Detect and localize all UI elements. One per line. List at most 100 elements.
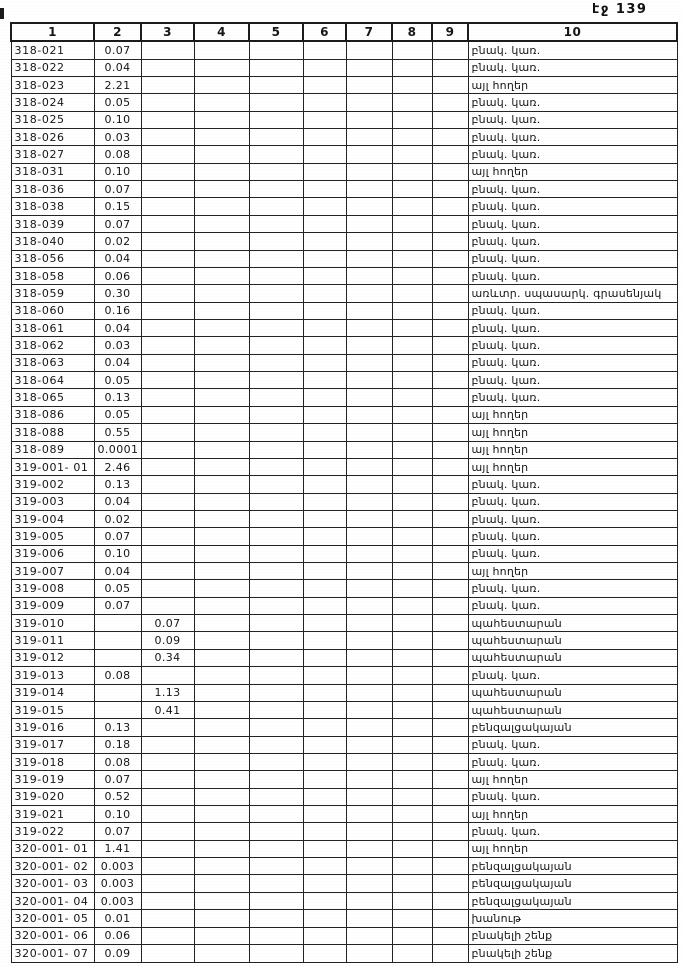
empty-cell [431, 58, 469, 77]
empty-cell [431, 718, 469, 737]
empty-cell [193, 440, 250, 459]
area-col2-cell: 0.10 [93, 805, 142, 824]
parcel-code-cell: 319-002 [10, 475, 95, 494]
table-row: 320-001- 06 0.06 բնակելի շենք [10, 926, 678, 945]
parcel-code-cell: 318-089 [10, 440, 95, 459]
empty-cell [193, 93, 250, 112]
parcel-code-cell: 319-017 [10, 735, 95, 754]
empty-cell [248, 752, 304, 772]
land-use-cell: բնակ. կառ. [467, 735, 678, 754]
empty-cell [248, 284, 304, 303]
parcel-code-cell: 318-027 [10, 145, 95, 164]
parcel-code-cell: 320-001- 02 [10, 857, 95, 876]
land-use-cell: բենզալցակայան [467, 891, 678, 911]
empty-cell [431, 40, 469, 60]
area-col3-cell: 0.07 [140, 614, 195, 633]
empty-cell [248, 527, 304, 546]
table-row: 318-060 0.16 բնակ. կառ. [10, 301, 678, 320]
parcel-code-cell: 319-004 [10, 509, 95, 529]
table-row: 319-020 0.52 բնակ. կառ. [10, 787, 678, 807]
empty-cell [302, 527, 347, 546]
empty-cell [345, 926, 393, 945]
empty-cell [248, 700, 304, 720]
area-col3-cell [140, 266, 195, 286]
empty-cell [431, 301, 469, 320]
empty-cell [431, 891, 469, 911]
empty-cell [431, 926, 469, 945]
table-row: 319-004 0.02 բնակ. կառ. [10, 509, 678, 529]
empty-cell [193, 457, 250, 477]
empty-cell [193, 805, 250, 824]
area-col2-cell: 0.03 [93, 128, 142, 147]
empty-cell [391, 457, 433, 477]
table-row: 318-065 0.13 բնակ. կառ. [10, 388, 678, 407]
area-col3-cell [140, 943, 195, 964]
empty-cell [391, 58, 433, 77]
empty-cell [248, 318, 304, 338]
empty-cell [248, 509, 304, 529]
empty-cell [248, 787, 304, 807]
area-col3-cell [140, 162, 195, 182]
empty-cell [193, 839, 250, 859]
empty-cell [431, 336, 469, 355]
empty-cell [431, 249, 469, 268]
empty-cell [391, 909, 433, 928]
empty-cell [431, 492, 469, 511]
area-col3-cell [140, 527, 195, 546]
empty-cell [391, 874, 433, 893]
table-row: 320-001- 03 0.003 բենզալցակայան [10, 874, 678, 893]
table-row: 318-027 0.08 բնակ. կառ. [10, 145, 678, 164]
empty-cell [431, 284, 469, 303]
area-col2-cell: 0.003 [93, 857, 142, 876]
empty-cell [391, 891, 433, 911]
empty-cell [302, 75, 347, 95]
land-use-cell: բնակ. կառ. [467, 128, 678, 147]
empty-cell [391, 527, 433, 546]
area-col3-cell [140, 787, 195, 807]
area-col2-cell: 0.08 [93, 666, 142, 685]
empty-cell [345, 544, 393, 564]
empty-cell [193, 232, 250, 251]
empty-cell [193, 145, 250, 164]
parcel-code-cell: 318-040 [10, 232, 95, 251]
area-col2-cell: 0.30 [93, 284, 142, 303]
parcel-code-cell: 318-025 [10, 110, 95, 130]
empty-cell [302, 614, 347, 633]
empty-cell [391, 666, 433, 685]
parcel-code-cell: 320-001- 03 [10, 874, 95, 893]
parcel-code-cell: 318-063 [10, 353, 95, 373]
area-col2-cell: 0.04 [93, 249, 142, 268]
empty-cell [302, 232, 347, 251]
area-col3-cell: 1.13 [140, 683, 195, 702]
land-use-cell: բենզալցակայան [467, 718, 678, 737]
table-row: 320-001- 05 0.01 խանութ [10, 909, 678, 928]
area-col3-cell [140, 128, 195, 147]
empty-cell [431, 93, 469, 112]
empty-cell [345, 614, 393, 633]
empty-cell [431, 232, 469, 251]
empty-cell [391, 440, 433, 459]
empty-cell [345, 75, 393, 95]
empty-cell [391, 475, 433, 494]
empty-cell [193, 475, 250, 494]
empty-cell [391, 180, 433, 199]
area-col3-cell [140, 770, 195, 789]
empty-cell [391, 718, 433, 737]
parcel-code-cell: 318-088 [10, 423, 95, 442]
land-use-cell: պահեստարան [467, 683, 678, 702]
area-col3-cell [140, 58, 195, 77]
area-col3-cell [140, 75, 195, 95]
parcel-code-cell: 319-011 [10, 631, 95, 650]
empty-cell [302, 249, 347, 268]
parcel-code-cell: 319-006 [10, 544, 95, 564]
empty-cell [345, 943, 393, 964]
empty-cell [248, 249, 304, 268]
empty-cell [431, 752, 469, 772]
parcel-code-cell: 320-001- 07 [10, 943, 95, 964]
empty-cell [248, 301, 304, 320]
table-row: 319-019 0.07 այլ հողեր [10, 770, 678, 789]
land-use-cell: բնակ. կառ. [467, 388, 678, 407]
empty-cell [248, 353, 304, 373]
empty-cell [431, 596, 469, 616]
area-col2-cell: 2.21 [93, 75, 142, 95]
